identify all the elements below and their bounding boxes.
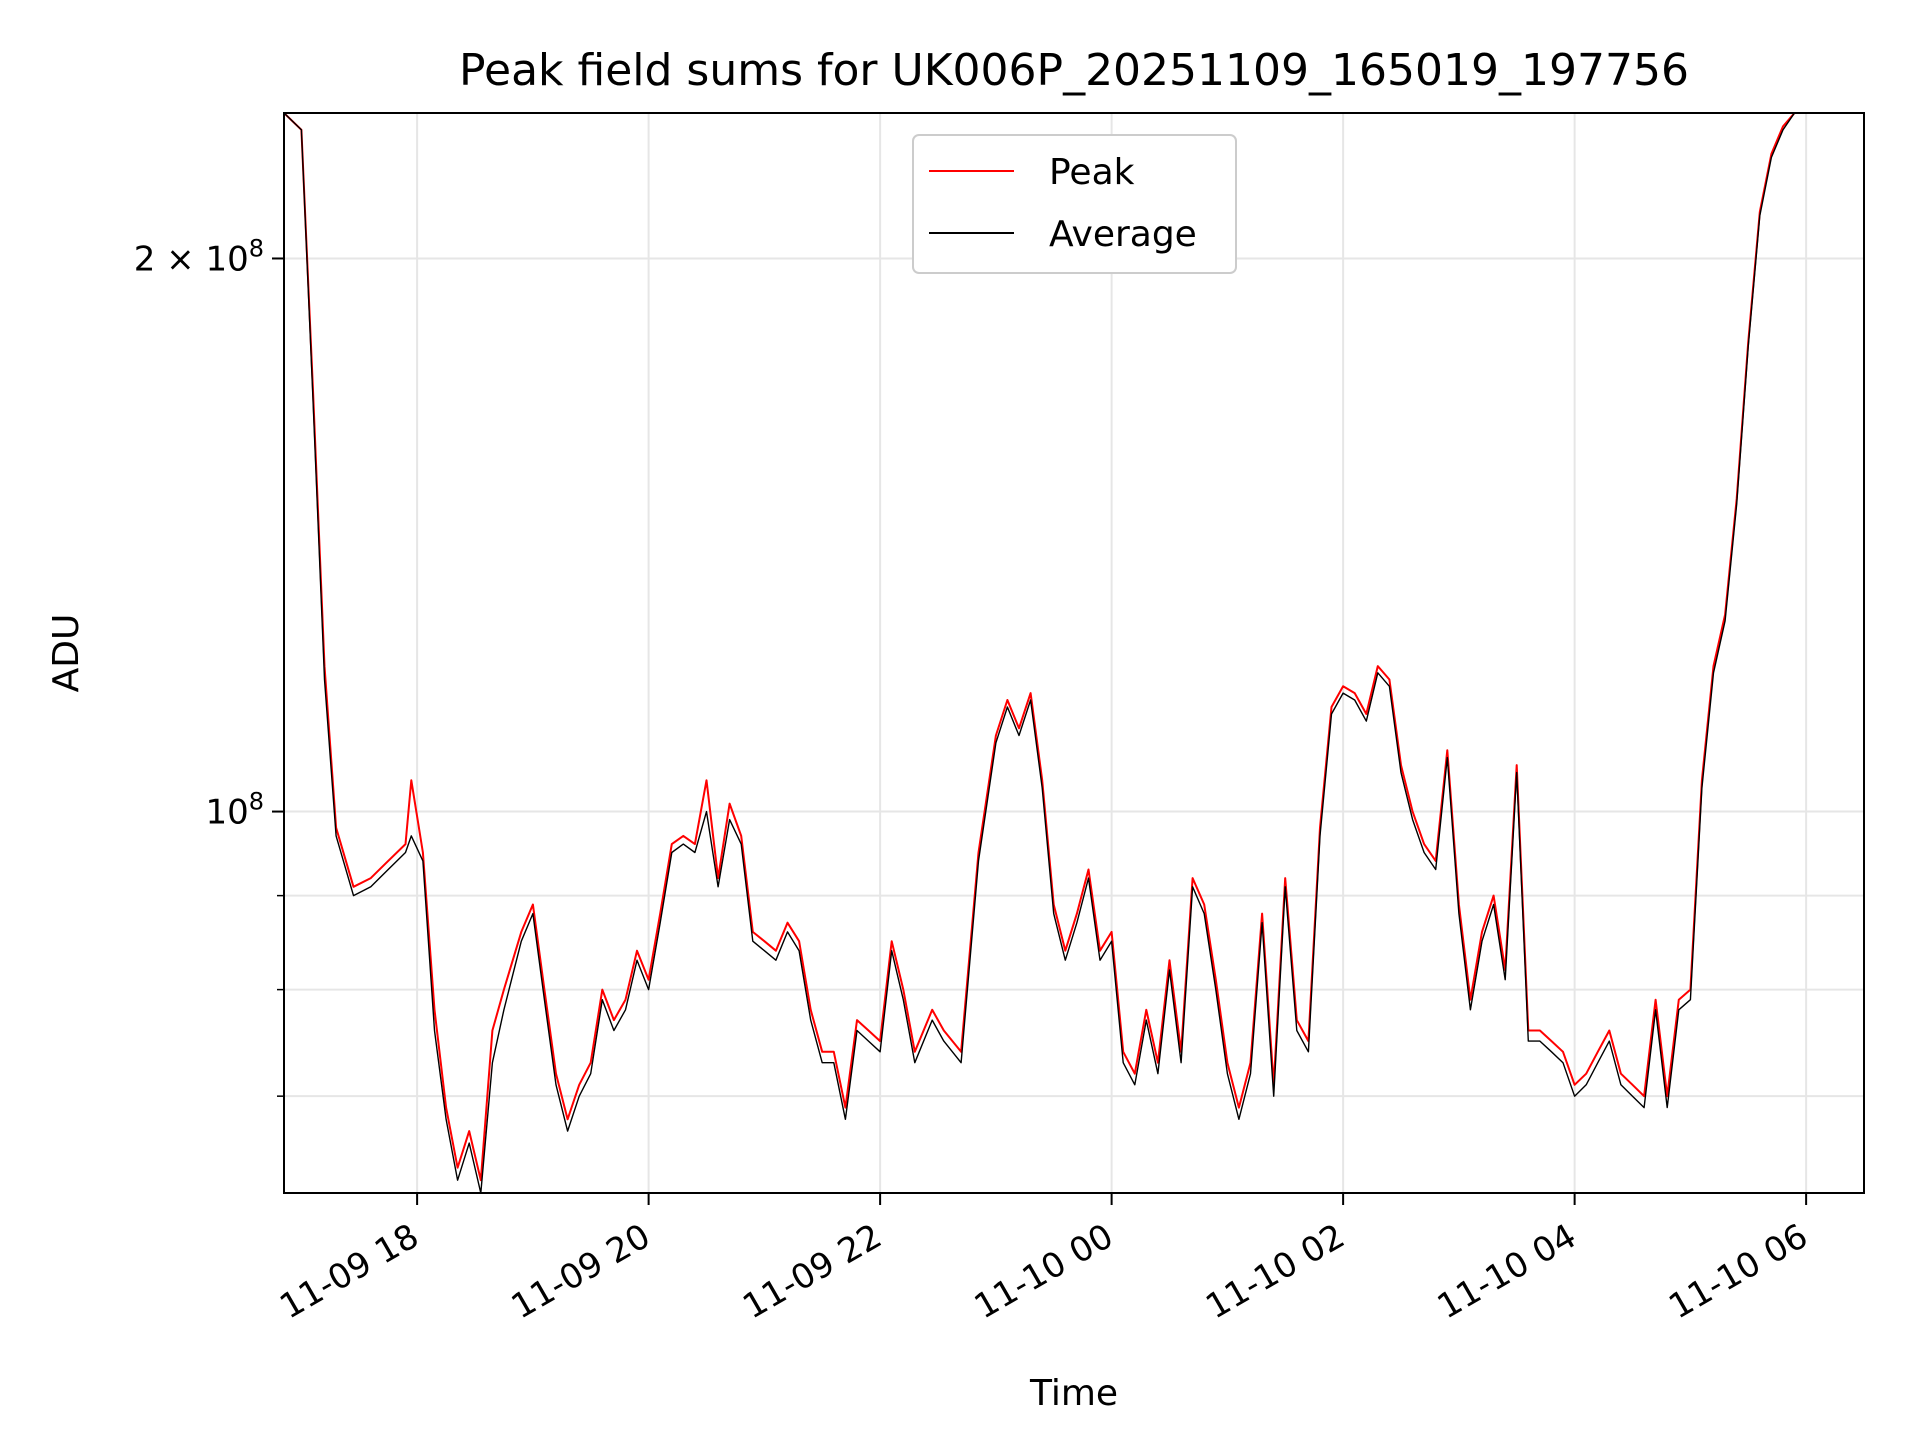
grid-lines [284,113,1864,1193]
chart-title: Peak field sums for UK006P_20251109_1650… [459,45,1689,96]
legend-box [912,134,1237,274]
series-line-peak [284,113,1796,1182]
legend-label-average: Average [1049,214,1197,255]
y-axis-label: ADU [46,614,87,693]
x-axis-label: Time [1029,1373,1118,1414]
legend: Peak Average [912,134,1237,274]
y-tick-label: 108 [205,788,264,833]
series-line-average [284,113,1796,1193]
legend-label-peak: Peak [1049,152,1135,193]
y-tick-label: 2 × 108 [134,234,264,279]
series-layer [284,113,1796,1193]
axes-frame [283,112,1865,1194]
